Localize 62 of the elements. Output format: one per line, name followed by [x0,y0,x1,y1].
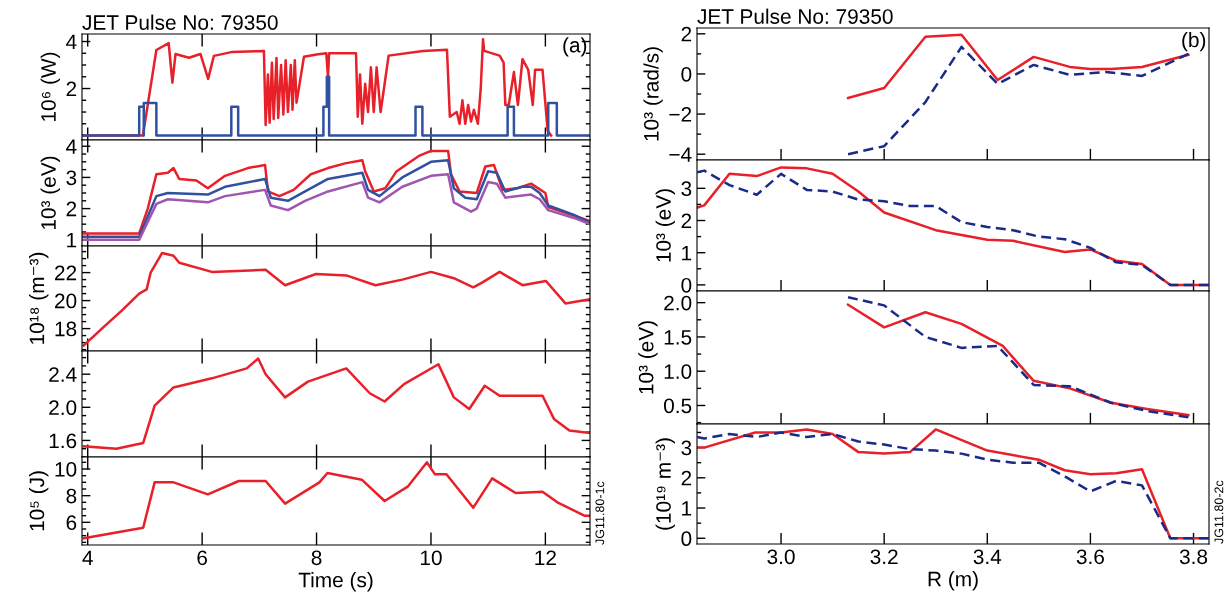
y-tick-label: 2 [681,213,692,229]
y-tick-label: 0 [681,531,692,547]
y-tick-label: 1.0 [664,364,692,379]
line-series [82,357,590,450]
y-tick-label: 1 [682,501,692,516]
y-axis-title: 10⁶ (W) [40,52,60,121]
y-tick-label: 10 [55,462,77,477]
y-tick-label: 1.5 [664,330,692,345]
x-tick-label: 6 [197,550,208,566]
x-axis-title: R (m) [928,571,978,591]
chart-title: JET Pulse No: 79350 [697,8,893,24]
y-tick-label: 2.0 [49,400,77,416]
chart-title: JET Pulse No: 79350 [82,14,278,30]
annotation: (b) [1182,31,1206,52]
y-tick-label: 1 [682,245,692,261]
text: JG11.80-2c [1214,480,1224,544]
line-series [82,461,590,540]
y-axis-title: 10¹⁸ (m⁻³) [28,252,49,344]
y-tick-label: 3 [66,170,77,186]
y-axis-title: 10³ (eV) [655,189,675,262]
text: JG11.80-1c [595,481,605,545]
y-axis-title: 10³ (eV) [40,156,60,230]
line-series [82,75,590,137]
x-tick-label: 8 [311,550,322,566]
line-series [82,251,590,347]
y-tick-label: 22 [55,265,77,281]
y-tick-label: 1 [67,232,77,248]
y-tick-label: 3 [681,440,692,456]
y-tick-label: 0.5 [663,398,692,414]
y-tick-label: 8 [66,488,77,504]
y-tick-label: 2 [681,470,692,486]
x-tick-label: 12 [535,550,556,565]
y-tick-label: 20 [55,293,77,309]
x-tick-label: 3.2 [870,549,898,565]
y-tick-label: 4 [66,34,77,50]
x-tick-label: 3.4 [973,549,1002,565]
line-series [82,173,590,242]
x-tick-label: 10 [420,550,442,566]
y-tick-label: 2.0 [664,295,692,311]
y-axis-title: 10³ (eV) [638,321,658,394]
y-tick-label: 0 [681,66,692,82]
y-tick-label: 6 [66,515,77,531]
y-tick-label: 2 [681,26,692,42]
x-tick-label: 3.6 [1076,549,1104,565]
y-tick-label: 4 [66,139,77,154]
y-tick-label: 0 [681,277,692,293]
x-tick-label: 3.0 [767,549,795,565]
y-tick-label: 2 [66,201,77,217]
annotation: (a) [563,37,587,57]
y-tick-label: −4 [669,147,692,162]
x-tick-label: 4 [82,550,93,565]
y-tick-label: 2 [66,81,77,97]
y-axis-title: 10⁵ (J) [28,471,49,531]
y-tick-label: −2 [669,107,692,122]
y-axis-title: (10¹⁹ m⁻³) [655,438,675,530]
y-axis-title: 10³ (rad/s) [643,47,663,141]
y-tick-label: 1.6 [49,433,77,449]
x-tick-label: 3.8 [1179,549,1208,565]
y-tick-label: 3 [681,181,692,197]
y-tick-label: 2.4 [49,367,77,382]
x-axis-title: Time (s) [298,572,373,592]
y-tick-label: 18 [55,321,77,337]
